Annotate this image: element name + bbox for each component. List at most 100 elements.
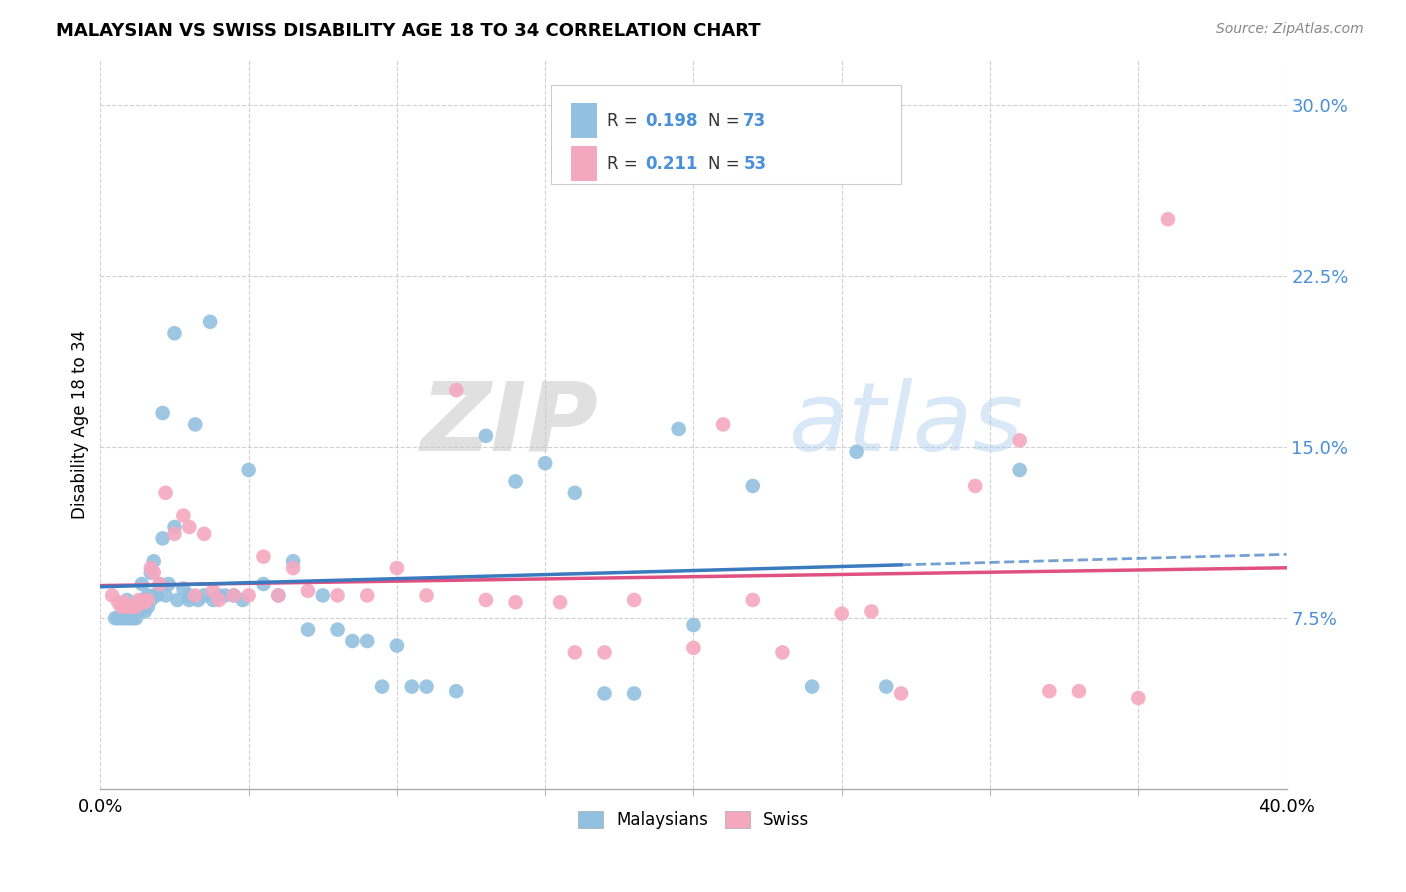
Point — [371, 680, 394, 694]
Point — [623, 593, 645, 607]
Point — [118, 604, 141, 618]
Point — [682, 640, 704, 655]
Point — [281, 554, 304, 568]
Point — [198, 315, 221, 329]
Point — [107, 611, 129, 625]
Point — [1038, 684, 1060, 698]
Point — [152, 406, 174, 420]
Point — [179, 589, 201, 603]
Point — [1157, 212, 1180, 227]
Point — [252, 549, 274, 564]
Point — [163, 520, 186, 534]
Point — [152, 532, 174, 546]
Point — [845, 444, 868, 458]
Point — [208, 593, 231, 607]
Point — [281, 561, 304, 575]
Point — [142, 554, 165, 568]
Point — [208, 589, 231, 603]
Text: Source: ZipAtlas.com: Source: ZipAtlas.com — [1216, 22, 1364, 37]
Point — [155, 589, 177, 603]
Point — [187, 593, 209, 607]
Point — [125, 611, 148, 625]
Point — [401, 680, 423, 694]
Point — [202, 593, 225, 607]
Point — [149, 577, 172, 591]
Point — [136, 589, 159, 603]
Point — [548, 595, 571, 609]
Point — [202, 583, 225, 598]
Point — [890, 686, 912, 700]
Point — [623, 686, 645, 700]
Point — [149, 577, 172, 591]
Text: 0.198: 0.198 — [645, 112, 697, 129]
Point — [131, 577, 153, 591]
Y-axis label: Disability Age 18 to 34: Disability Age 18 to 34 — [72, 330, 89, 519]
Point — [770, 645, 793, 659]
Point — [860, 604, 883, 618]
Point — [475, 593, 498, 607]
Point — [222, 589, 245, 603]
Point — [139, 593, 162, 607]
Point — [682, 618, 704, 632]
Text: N =: N = — [707, 112, 745, 129]
Point — [163, 526, 186, 541]
Point — [593, 645, 616, 659]
Point — [172, 508, 194, 523]
Point — [444, 684, 467, 698]
Point — [110, 599, 132, 614]
Point — [134, 604, 156, 618]
Point — [444, 383, 467, 397]
Point — [1008, 434, 1031, 448]
Point — [326, 623, 349, 637]
Point — [875, 680, 897, 694]
Point — [134, 593, 156, 607]
Point — [112, 599, 135, 614]
Point — [139, 561, 162, 575]
Point — [172, 582, 194, 596]
Point — [118, 611, 141, 625]
Point — [163, 326, 186, 341]
Point — [534, 456, 557, 470]
Point — [155, 485, 177, 500]
Point — [232, 593, 254, 607]
Point — [505, 475, 527, 489]
Point — [415, 589, 437, 603]
Point — [385, 639, 408, 653]
Legend: Malaysians, Swiss: Malaysians, Swiss — [571, 804, 815, 836]
Point — [238, 463, 260, 477]
Text: ZIP: ZIP — [420, 378, 599, 471]
Text: 0.211: 0.211 — [645, 154, 697, 172]
FancyBboxPatch shape — [551, 85, 901, 184]
Point — [125, 599, 148, 614]
Bar — [571, 103, 598, 138]
Point — [252, 577, 274, 591]
Point — [136, 593, 159, 607]
Point — [475, 429, 498, 443]
Point — [112, 595, 135, 609]
Point — [356, 589, 378, 603]
Point — [166, 593, 188, 607]
Point — [564, 485, 586, 500]
Point — [356, 634, 378, 648]
Point — [115, 611, 138, 625]
Point — [139, 566, 162, 580]
Point — [193, 589, 215, 603]
Point — [297, 583, 319, 598]
Point — [184, 589, 207, 603]
Point — [1008, 463, 1031, 477]
Point — [222, 589, 245, 603]
Point — [122, 611, 145, 625]
Point — [134, 595, 156, 609]
Point — [326, 589, 349, 603]
Point — [142, 589, 165, 603]
Text: MALAYSIAN VS SWISS DISABILITY AGE 18 TO 34 CORRELATION CHART: MALAYSIAN VS SWISS DISABILITY AGE 18 TO … — [56, 22, 761, 40]
Point — [214, 589, 236, 603]
Point — [112, 611, 135, 625]
Point — [238, 589, 260, 603]
Bar — [571, 146, 598, 181]
Point — [115, 599, 138, 614]
Point — [104, 611, 127, 625]
Point — [128, 593, 150, 607]
Point — [142, 566, 165, 580]
Point — [1128, 691, 1150, 706]
